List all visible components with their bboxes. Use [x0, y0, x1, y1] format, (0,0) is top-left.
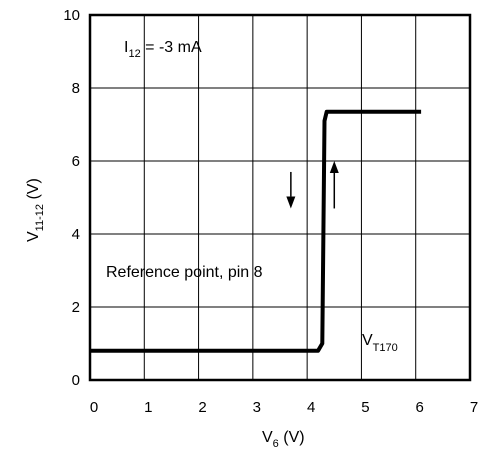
x-tick-label: 3 — [253, 399, 261, 416]
y-tick-labels: 0 2 4 6 8 10 — [63, 7, 80, 389]
x-axis-label: V6 (V) — [262, 429, 305, 450]
y-tick-label: 2 — [72, 299, 80, 316]
current-annotation: I12 = -3 mA — [124, 39, 202, 60]
x-tick-labels: 0 1 2 3 4 5 6 7 — [90, 399, 478, 416]
y-tick-label: 4 — [72, 226, 80, 243]
x-tick-label: 5 — [361, 399, 369, 416]
plot-frame — [88, 13, 472, 382]
y-tick-label: 8 — [72, 80, 80, 97]
x-tick-label: 1 — [144, 399, 152, 416]
threshold-annotation: VT170 — [362, 332, 398, 354]
series-line — [90, 109, 422, 353]
arrow-up-icon — [329, 161, 339, 209]
y-tick-label: 10 — [63, 7, 80, 24]
x-tick-label: 2 — [198, 399, 206, 416]
x-tick-label: 6 — [416, 399, 424, 416]
y-tick-label: 0 — [72, 372, 80, 389]
y-axis-label: V11-12 (V) — [25, 178, 46, 242]
grid — [90, 15, 470, 380]
x-tick-label: 7 — [470, 399, 478, 416]
x-tick-label: 4 — [307, 399, 315, 416]
arrow-down-icon — [286, 171, 296, 209]
x-tick-label: 0 — [90, 399, 98, 416]
arrows — [286, 161, 339, 209]
reference-annotation: Reference point, pin 8 — [106, 264, 263, 281]
y-tick-label: 6 — [72, 153, 80, 170]
